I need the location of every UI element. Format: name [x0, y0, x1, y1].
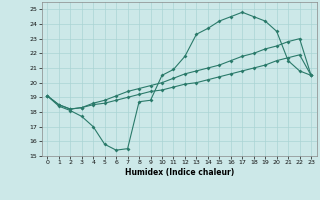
X-axis label: Humidex (Indice chaleur): Humidex (Indice chaleur) [124, 168, 234, 177]
